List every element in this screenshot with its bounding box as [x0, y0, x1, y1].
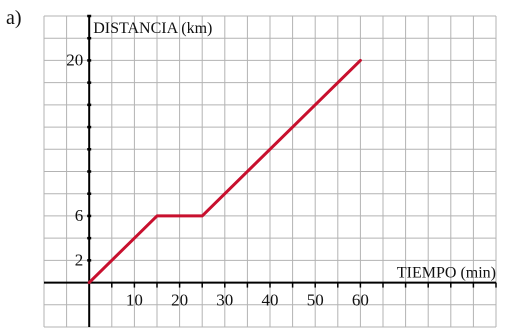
- axis-ticks: [87, 14, 497, 288]
- x-tick-label: 60: [352, 291, 369, 310]
- y-axis-title: DISTANCIA (km): [93, 20, 212, 37]
- x-axis-title: TIEMPO (min): [397, 265, 496, 282]
- x-tick-label: 20: [171, 291, 188, 310]
- series-line: [87, 58, 362, 285]
- labels: a) DISTANCIA (km) TIEMPO (min) 10 20 30 40 5…: [6, 7, 496, 310]
- y-tick-label: 2: [75, 250, 84, 269]
- y-tick-label: 20: [66, 50, 83, 69]
- grid: [43, 15, 497, 328]
- panel-label: a): [6, 7, 22, 29]
- series-layer: [87, 58, 362, 285]
- x-tick-label: 10: [126, 291, 143, 310]
- x-tick-label: 50: [307, 291, 324, 310]
- y-tick-label: 6: [75, 206, 84, 225]
- x-tick-label: 30: [216, 291, 233, 310]
- x-tick-label: 40: [262, 291, 279, 310]
